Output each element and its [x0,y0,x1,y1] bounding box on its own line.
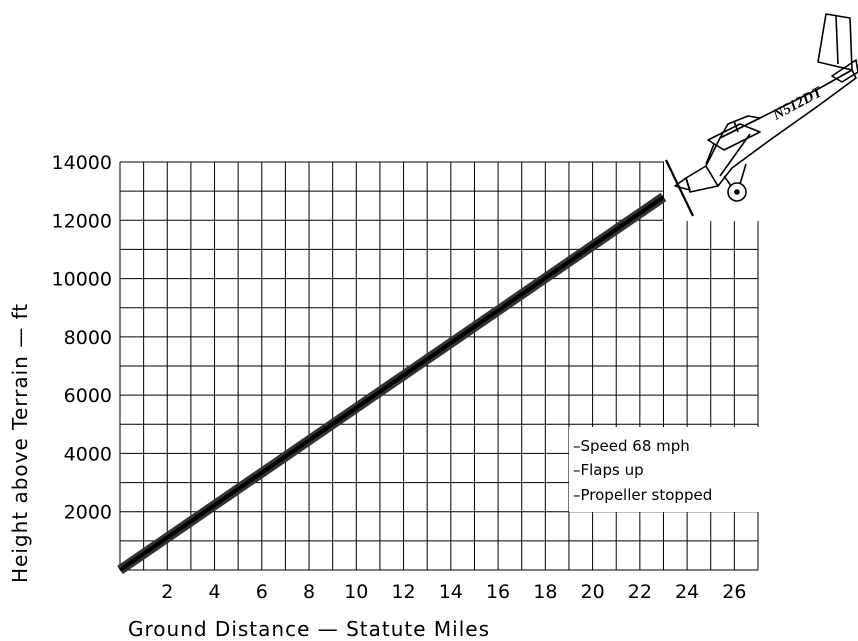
x-tick-label: 24 [675,581,699,603]
y-tick-label: 12000 [52,210,112,232]
y-tick-label: 8000 [64,327,112,349]
glide-series [117,192,667,575]
annotation-speed: –Speed 68 mph [573,437,690,455]
x-tick-label: 10 [344,581,368,603]
x-tick-label: 6 [256,581,268,603]
y-axis-title: Height above Terrain — ft [8,303,32,583]
x-tick-label: 12 [391,581,415,603]
y-tick-labels: 2000 4000 6000 8000 10000 12000 14000 [52,152,112,524]
annotation-propeller: –Propeller stopped [573,486,712,504]
x-axis-title: Ground Distance — Statute Miles [128,617,490,641]
x-tick-label: 16 [486,581,510,603]
glide-line [118,195,665,572]
y-tick-label: 2000 [64,502,112,524]
y-tick-label: 6000 [64,385,112,407]
y-tick-label: 4000 [64,443,112,465]
x-tick-labels: 2 4 6 8 10 12 14 16 18 20 22 24 26 [161,581,746,603]
x-tick-label: 22 [628,581,652,603]
x-tick-label: 26 [722,581,746,603]
x-tick-label: 20 [580,581,604,603]
x-tick-label: 14 [439,581,463,603]
annotation-flaps: –Flaps up [573,461,644,479]
airplane-icon: N512DT [665,13,858,217]
x-tick-label: 4 [208,581,220,603]
x-tick-label: 2 [161,581,173,603]
y-tick-label: 14000 [52,152,112,174]
x-tick-label: 8 [303,581,315,603]
x-tick-label: 18 [533,581,557,603]
annotation-box-background [569,427,759,512]
annotation-box: –Speed 68 mph –Flaps up –Propeller stopp… [569,427,759,512]
y-tick-label: 10000 [52,269,112,291]
